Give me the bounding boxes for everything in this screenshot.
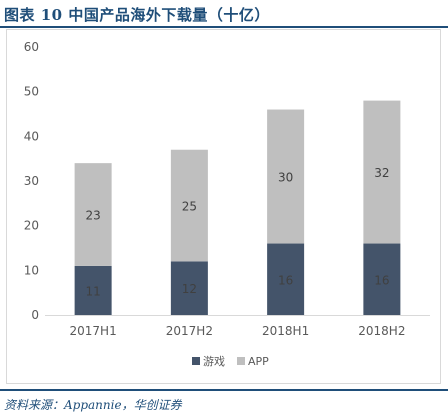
x-tick-label: 2017H2: [166, 324, 213, 338]
data-label: 25: [182, 200, 197, 214]
x-tick-label: 2017H1: [70, 324, 117, 338]
legend-swatch: [237, 357, 245, 365]
y-tick-label: 50: [24, 85, 39, 99]
bar-segment: [363, 100, 401, 244]
data-label: 23: [85, 209, 100, 223]
data-label: 30: [278, 171, 293, 185]
source-divider: [0, 389, 448, 391]
chart-frame: [6, 29, 441, 384]
data-label: 11: [85, 284, 100, 298]
bar-segment: [363, 243, 401, 315]
y-tick-label: 0: [31, 308, 39, 322]
source-note: 资料来源：Appannie，华创证券: [4, 398, 182, 412]
title-divider: [0, 26, 448, 28]
bar-segment: [74, 163, 112, 266]
x-tick-label: 2018H1: [262, 324, 309, 338]
legend-swatch: [192, 357, 200, 365]
data-label: 16: [278, 273, 293, 287]
y-tick-label: 10: [24, 263, 39, 277]
bar-segment: [267, 243, 305, 315]
bar-segment: [170, 149, 208, 262]
y-tick-label: 30: [24, 174, 39, 188]
bar-segment: [74, 265, 112, 315]
bar-segment: [267, 109, 305, 244]
bar-segment: [170, 261, 208, 315]
title-bar: 图表 10 中国产品海外下载量（十亿）: [0, 0, 448, 28]
legend-label: 游戏: [203, 355, 225, 368]
y-tick-label: 60: [24, 40, 39, 54]
data-label: 12: [182, 282, 197, 296]
y-tick-label: 20: [24, 219, 39, 233]
data-label: 16: [374, 273, 389, 287]
x-tick-label: 2018H2: [358, 324, 405, 338]
data-label: 32: [374, 166, 389, 180]
y-tick-label: 40: [24, 129, 39, 143]
legend-label: APP: [248, 355, 269, 368]
figure-title: 图表 10 中国产品海外下载量（十亿）: [4, 6, 270, 24]
